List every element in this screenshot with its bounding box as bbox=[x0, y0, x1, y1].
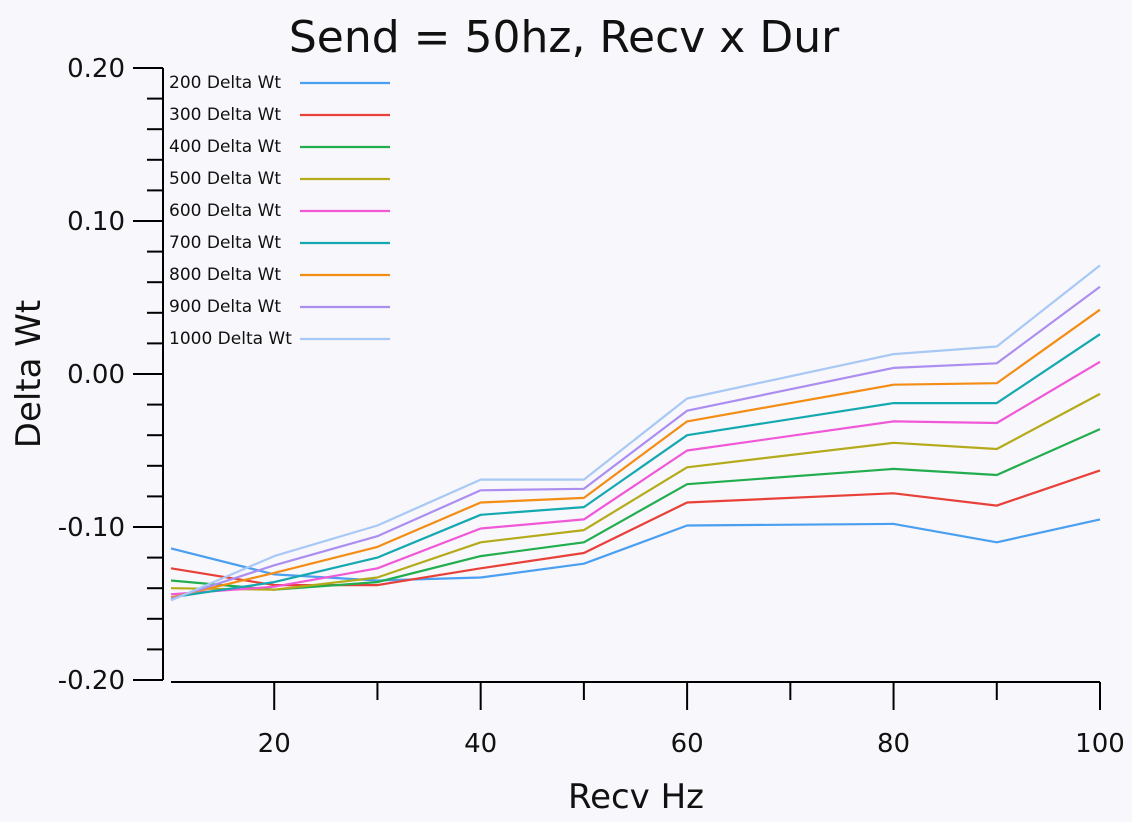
chart-title: Send = 50hz, Recv x Dur bbox=[289, 12, 840, 63]
axes: 0.20 0.10 0.00 -0.10 -0.20 20 40 60 80 100 bbox=[58, 54, 1125, 759]
series-line-600 bbox=[170, 360, 1101, 596]
legend-label: 300 Delta Wt bbox=[169, 105, 281, 125]
series-line-800 bbox=[170, 308, 1101, 599]
y-axis-label: Delta Wt bbox=[9, 300, 49, 448]
x-axis-label: Recv Hz bbox=[568, 777, 704, 817]
series-line-300 bbox=[170, 469, 1101, 587]
series-line-1000 bbox=[170, 264, 1101, 602]
y-tick-label: -0.10 bbox=[58, 513, 125, 543]
x-tick-label: 20 bbox=[258, 729, 291, 759]
x-tick-label: 100 bbox=[1075, 729, 1125, 759]
series-line-500 bbox=[170, 392, 1101, 591]
legend-label: 700 Delta Wt bbox=[169, 233, 281, 253]
y-tick-label: 0.20 bbox=[67, 54, 125, 84]
legend-label: 500 Delta Wt bbox=[169, 169, 281, 189]
x-tick-label: 80 bbox=[877, 729, 910, 759]
x-tick-label: 60 bbox=[671, 729, 704, 759]
legend-label: 800 Delta Wt bbox=[169, 265, 281, 285]
y-tick-label: 0.10 bbox=[67, 207, 125, 237]
series-line-900 bbox=[170, 285, 1101, 600]
x-tick-label: 40 bbox=[464, 729, 497, 759]
legend-label: 600 Delta Wt bbox=[169, 201, 281, 221]
legend-label: 400 Delta Wt bbox=[169, 137, 281, 157]
legend-label: 200 Delta Wt bbox=[169, 73, 281, 93]
series-line-700 bbox=[170, 333, 1101, 599]
series-line-200 bbox=[170, 518, 1101, 582]
series-line-400 bbox=[170, 428, 1101, 591]
y-tick-label: 0.00 bbox=[67, 360, 125, 390]
legend-label: 900 Delta Wt bbox=[169, 297, 281, 317]
y-tick-label: -0.20 bbox=[58, 666, 125, 696]
legend: 200 Delta Wt 300 Delta Wt 400 Delta Wt 500 … bbox=[169, 73, 390, 349]
series-group bbox=[170, 264, 1101, 602]
legend-label: 1000 Delta Wt bbox=[169, 329, 292, 349]
